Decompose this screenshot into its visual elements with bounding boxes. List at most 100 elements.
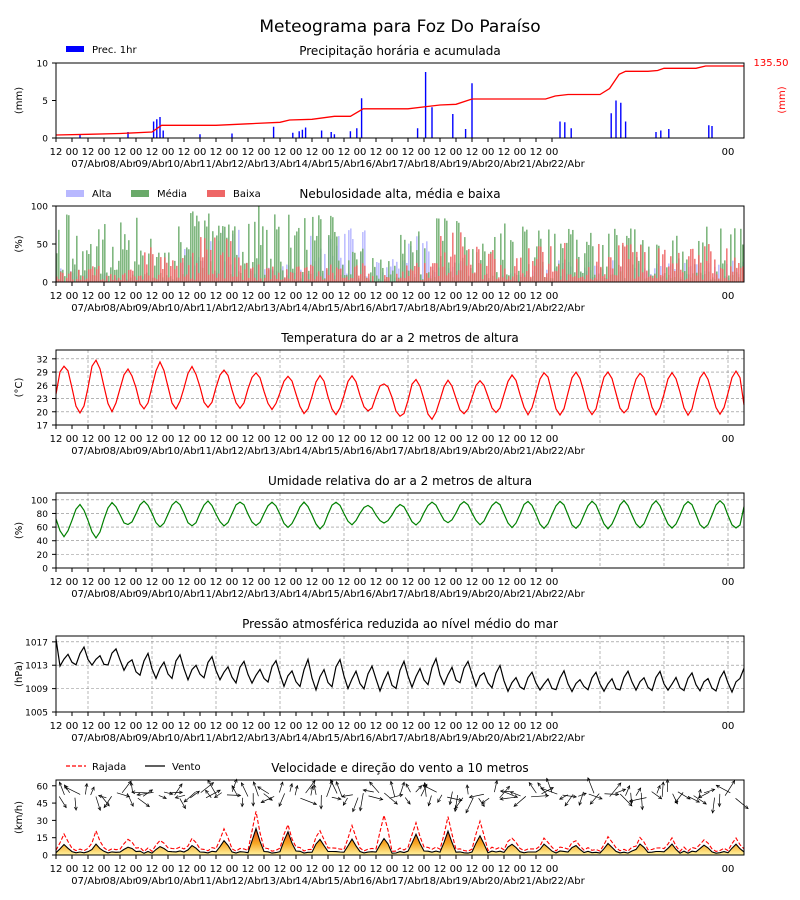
panel-2-hour-label: 12	[466, 434, 479, 445]
cloud-bar-media	[282, 270, 284, 282]
panel-4-date-label: 17/Abr	[391, 733, 425, 744]
wind-direction-arrow	[158, 795, 167, 799]
cloud-bar-media	[234, 226, 236, 282]
cloud-bar-baixa	[648, 276, 650, 282]
cloud-bar-baixa	[618, 245, 620, 282]
wind-direction-arrowhead	[369, 781, 373, 786]
wind-direction-arrow	[578, 792, 587, 797]
wind-direction-arrow	[352, 797, 359, 812]
cloud-bar-alta	[422, 243, 424, 282]
panel-1-hour-label: 12	[402, 291, 415, 302]
legend-swatch-0	[66, 190, 84, 197]
cloud-bar-baixa	[494, 259, 496, 282]
cloud-bar-media	[472, 249, 474, 282]
wind-direction-arrow	[241, 782, 249, 797]
cloud-bar-baixa	[422, 280, 424, 282]
panel-4-hour-label: 00	[418, 721, 431, 732]
wind-direction-arrow	[619, 793, 633, 807]
wind-direction-arrow	[253, 781, 259, 797]
cloud-bar-baixa	[316, 276, 318, 282]
cloud-bar-media	[740, 228, 742, 282]
cloud-bar-media	[518, 270, 520, 282]
cloud-bar-media	[382, 267, 384, 282]
cloud-bar-baixa	[458, 270, 460, 282]
cloud-bar-baixa	[674, 271, 676, 282]
panel-2-date-label: 18/Abr	[423, 446, 457, 457]
precip-bar	[292, 132, 294, 138]
cloud-bar-baixa	[180, 262, 182, 282]
wind-direction-arrow	[478, 798, 485, 807]
panel-0-hour-label: 12	[498, 147, 511, 158]
panel-5-hour-label: 12	[50, 864, 63, 875]
wind-direction-arrowhead	[125, 794, 131, 798]
panel-2-date-label: 09/Abr	[135, 446, 169, 457]
cloud-bar-baixa	[202, 257, 204, 282]
panel-5-ytick-label: 60	[37, 782, 49, 792]
wind-direction-arrowhead	[418, 785, 423, 790]
cloud-bar-baixa	[184, 276, 186, 282]
cloud-bar-baixa	[142, 279, 144, 282]
cloud-bar-baixa	[474, 272, 476, 282]
cloud-bar-baixa	[60, 271, 62, 282]
wind-direction-arrow	[310, 786, 313, 796]
panel-3-hour-label: 00	[514, 577, 527, 588]
panel-3-date-label: 11/Abr	[199, 589, 233, 600]
panel-1-hour-label: 00	[290, 291, 303, 302]
cloud-bar-baixa	[466, 265, 468, 282]
wind-direction-arrowhead	[335, 781, 340, 786]
cloud-bar-media	[394, 265, 396, 282]
cloud-bar-baixa	[342, 277, 344, 282]
cloud-bar-baixa	[82, 276, 84, 282]
panel-4-hour-label: 12	[274, 721, 287, 732]
wind-direction-arrow	[241, 797, 244, 807]
panel-4-ytick-label: 1009	[25, 685, 48, 695]
wind-direction-arrowhead	[178, 783, 183, 788]
panel-0-ytick-label: 0	[42, 135, 48, 145]
panel-1-date-label: 15/Abr	[327, 303, 361, 314]
cloud-bar-baixa	[606, 279, 608, 282]
cloud-bar-media	[378, 278, 380, 282]
panel-1-hour-label: 00	[450, 291, 463, 302]
cloud-bar-baixa	[358, 275, 360, 282]
cloud-bar-media	[56, 253, 58, 282]
panel-0-ytick-label: 5	[42, 97, 48, 107]
panel-5-date-label: 18/Abr	[423, 876, 457, 887]
panel-5-date-label: 07/Abr	[71, 876, 105, 887]
panel-2-hour-label: 12	[434, 434, 447, 445]
wind-direction-arrowhead	[717, 803, 722, 808]
panel-2-frame	[55, 349, 745, 426]
cloud-bar-media	[330, 215, 332, 282]
panel-5-hour-label: 00	[130, 864, 143, 875]
wind-direction-arrow	[614, 788, 626, 794]
panel-3-date-label: 07/Abr	[71, 589, 105, 600]
panel-3-date-label: 18/Abr	[423, 589, 457, 600]
cloud-bar-media	[524, 231, 526, 282]
legend-swatch-precip	[66, 46, 84, 52]
cloud-bar-media	[180, 242, 182, 282]
cloud-bar-baixa	[596, 261, 598, 282]
cloud-bar-baixa	[272, 266, 274, 282]
panel-1-hour-label: 00	[546, 291, 559, 302]
wind-direction-arrow	[465, 797, 474, 813]
cloud-bar-baixa	[614, 275, 616, 282]
cloud-bar-baixa	[538, 246, 540, 282]
cloud-bar-baixa	[540, 246, 542, 282]
cloud-bar-baixa	[248, 277, 250, 282]
wind-direction-arrowhead	[389, 780, 394, 785]
cloud-bar-baixa	[448, 272, 450, 282]
cloud-bar-baixa	[340, 268, 342, 282]
cloud-bar-baixa	[238, 257, 240, 282]
wind-direction-arrowhead	[213, 794, 219, 798]
panel-3-ytick-label: 40	[37, 537, 49, 547]
cloud-bar-media	[216, 235, 218, 282]
cloud-bar-baixa	[346, 276, 348, 282]
wind-direction-arrowhead	[241, 782, 245, 787]
wind-direction-arrow	[294, 785, 298, 796]
panel-5-ytick-label: 45	[37, 800, 48, 810]
cloud-bar-baixa	[104, 280, 106, 282]
panel-5-hour-label: 12	[530, 864, 543, 875]
panel-2-date-label: 17/Abr	[391, 446, 425, 457]
cloud-bar-baixa	[106, 275, 108, 282]
panel-2-hour-label: 00	[450, 434, 463, 445]
wind-direction-arrowhead	[427, 802, 432, 807]
